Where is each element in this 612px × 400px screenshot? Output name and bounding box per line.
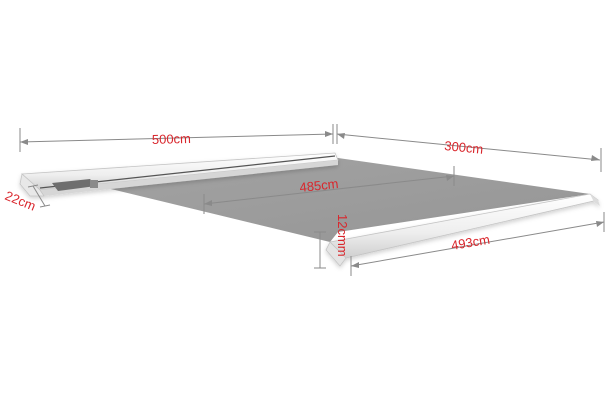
dim-line-projection <box>336 133 601 161</box>
rear-cassette <box>19 152 339 197</box>
label-front-bar-width: 493cm <box>450 232 491 253</box>
label-front-bar-height: 12cmm <box>335 214 350 257</box>
dim-line-front-bar-width <box>350 221 605 267</box>
front-bar <box>325 193 600 267</box>
dim-line-cassette-height <box>32 185 46 207</box>
label-projection: 300cm <box>444 138 484 157</box>
label-inner-width: 485cm <box>299 176 339 195</box>
dim-line-width-top <box>19 133 334 143</box>
awning-fabric <box>82 158 590 242</box>
dim-line-inner-width <box>203 175 455 205</box>
arm-bracket <box>52 179 98 191</box>
label-width-top: 500cm <box>152 131 191 147</box>
dimension-lines <box>19 124 605 276</box>
